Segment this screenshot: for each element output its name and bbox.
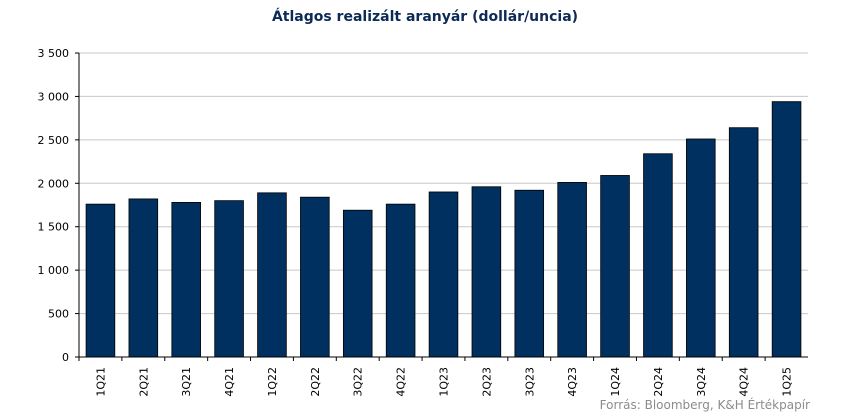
x-category-label: 4Q24	[738, 367, 751, 397]
bar-1Q22	[257, 192, 287, 358]
bar-2Q24	[643, 153, 673, 358]
x-category-label: 3Q23	[523, 367, 536, 397]
x-category-label: 1Q22	[266, 367, 279, 397]
x-category-label: 2Q23	[480, 367, 493, 397]
bar-1Q21	[85, 203, 116, 358]
y-tick-label: 0	[62, 351, 69, 364]
y-tick-label: 2 000	[38, 177, 70, 190]
x-category-label: 1Q24	[609, 367, 622, 397]
x-category-label: 1Q23	[438, 367, 451, 397]
x-category-label: 4Q23	[566, 367, 579, 397]
y-tick-label: 2 500	[38, 134, 70, 147]
bar-2Q22	[300, 196, 330, 358]
bar-2Q21	[128, 198, 159, 358]
y-tick-label: 1 500	[38, 221, 70, 234]
x-category-label: 1Q21	[94, 367, 107, 397]
source-note: Forrás: Bloomberg, K&H Értékpapír	[599, 398, 810, 412]
axes	[75, 52, 808, 361]
x-category-label: 4Q21	[223, 367, 236, 397]
y-tick-label: 1 000	[38, 264, 70, 277]
bar-3Q24	[686, 138, 716, 358]
bars	[85, 101, 802, 358]
bar-1Q23	[428, 191, 459, 358]
bar-3Q23	[514, 189, 545, 358]
chart-title: Átlagos realizált aranyár (dollár/uncia)	[271, 9, 579, 25]
bar-4Q22	[385, 203, 416, 358]
bar-2Q23	[471, 186, 502, 358]
x-category-label: 3Q21	[180, 367, 193, 397]
y-tick-label: 3 500	[38, 47, 70, 60]
y-tick-label: 3 000	[38, 90, 70, 103]
x-category-label: 2Q21	[137, 367, 150, 397]
bar-4Q24	[728, 127, 759, 358]
x-category-label: 3Q22	[352, 367, 365, 397]
x-category-label: 3Q24	[695, 367, 708, 397]
x-category-label: 1Q25	[781, 367, 794, 397]
bar-3Q21	[171, 201, 201, 358]
bar-3Q22	[342, 209, 373, 358]
x-category-label: 2Q24	[652, 367, 665, 397]
bar-1Q25	[771, 101, 802, 358]
x-category-label: 2Q22	[309, 367, 322, 397]
bar-4Q21	[214, 200, 244, 358]
y-tick-labels: 0 500 1 000 1 500 2 000 2 500 3 000 3 500	[38, 47, 70, 364]
bar-4Q23	[557, 182, 587, 358]
x-category-labels: 1Q21 2Q21 3Q21 4Q21 1Q22 2Q22 3Q22 4Q22 1Q23 2Q23…	[94, 367, 793, 397]
y-tick-label: 500	[48, 308, 69, 321]
bar-1Q24	[600, 175, 630, 358]
x-category-label: 4Q22	[395, 367, 408, 397]
